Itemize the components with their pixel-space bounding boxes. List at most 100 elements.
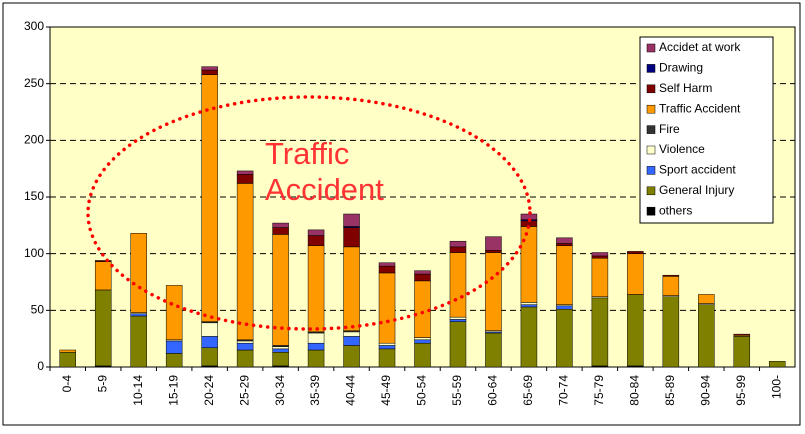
- bar-segment: [378, 345, 396, 350]
- legend-label: Traffic Accident: [659, 101, 741, 115]
- bar-segment: [272, 222, 289, 228]
- legend-label: Accidet at work: [659, 40, 741, 54]
- bar-segment: [520, 304, 538, 308]
- bar-segment: [662, 276, 680, 296]
- bar-segment: [343, 227, 360, 248]
- bar-segment: [165, 285, 183, 341]
- bar-segment: [59, 349, 76, 353]
- bar-segment: [201, 322, 218, 337]
- x-tick-label: 25-29: [237, 375, 251, 406]
- bar-segment: [485, 236, 502, 251]
- bar-segment: [236, 342, 254, 351]
- bar-segment: [236, 340, 254, 344]
- bar-segment: [94, 261, 112, 291]
- bar-segment: [201, 74, 218, 322]
- y-tick-label: 200: [24, 133, 44, 147]
- x-tick-label: 35-39: [308, 375, 322, 406]
- bar-segment: [378, 342, 396, 346]
- bar-segment: [520, 226, 538, 303]
- bar-segment: [130, 315, 147, 368]
- bar-segment: [130, 233, 147, 313]
- x-tick-label: 60-64: [486, 375, 500, 406]
- bar-segment: [591, 297, 609, 367]
- bar-segment: [449, 321, 467, 368]
- y-tick-label: 100: [24, 246, 44, 260]
- bar-segment: [201, 347, 218, 367]
- y-tick-label: 300: [24, 19, 44, 33]
- legend: [639, 36, 774, 224]
- bar-segment: [556, 237, 573, 244]
- x-tick-label: 30-34: [273, 375, 287, 406]
- bar-segment: [378, 348, 396, 368]
- bar-segment: [449, 252, 467, 318]
- bar-segment: [414, 342, 431, 368]
- bar-segment: [165, 340, 183, 354]
- x-tick-label: 55-59: [450, 375, 464, 406]
- bar-segment: [627, 253, 644, 295]
- bar-segment: [59, 352, 76, 368]
- bar-segment: [414, 270, 431, 275]
- legend-swatch: [646, 186, 656, 196]
- x-tick-label: 15-19: [166, 375, 180, 406]
- bar-segment: [130, 313, 147, 317]
- bar-segment: [307, 342, 325, 351]
- legend-swatch: [646, 43, 656, 53]
- bar-segment: [769, 361, 786, 368]
- bar-segment: [201, 69, 218, 75]
- bar-segment: [307, 245, 325, 333]
- bar-segment: [520, 302, 538, 305]
- bar-segment: [307, 332, 325, 344]
- bar-segment: [733, 333, 751, 336]
- y-tick-label: 150: [24, 189, 44, 203]
- bar-segment: [236, 349, 254, 368]
- bar-segment: [236, 183, 254, 341]
- bar-segment: [201, 66, 218, 71]
- bar-segment: [556, 243, 573, 246]
- legend-label: Drawing: [659, 61, 703, 75]
- bar-segment: [236, 170, 254, 175]
- x-tick-label: 70-74: [557, 375, 571, 406]
- bar-segment: [414, 337, 431, 341]
- bar-segment: [343, 213, 360, 227]
- bar-segment: [236, 174, 254, 184]
- bar-segment: [307, 349, 325, 368]
- bar-segment: [307, 235, 325, 246]
- bar-segment: [272, 348, 289, 353]
- bar-segment: [94, 260, 112, 262]
- bar-segment: [378, 262, 396, 267]
- bar-segment: [378, 265, 396, 274]
- bar-segment: [591, 255, 609, 259]
- bar-segment: [272, 346, 289, 350]
- bar-segment: [698, 294, 715, 304]
- legend-label: Self Harm: [659, 81, 712, 95]
- bar-segment: [272, 352, 289, 367]
- bar-segment: [307, 229, 325, 236]
- x-tick-label: 90-94: [698, 375, 712, 406]
- legend-swatch: [646, 125, 656, 134]
- bar-segment: [485, 332, 502, 368]
- bar-segment: [591, 252, 609, 257]
- y-tick-label: 250: [24, 76, 44, 90]
- bar-segment: [343, 336, 360, 346]
- x-tick-label: 85-89: [663, 375, 677, 406]
- legend-swatch: [646, 145, 656, 155]
- legend-swatch: [646, 206, 656, 216]
- bar-segment: [94, 289, 112, 367]
- legend-label: General Injury: [659, 183, 734, 197]
- bar-segment: [556, 308, 573, 368]
- y-tick-label: 50: [31, 303, 45, 317]
- annotation: Accident: [265, 172, 384, 207]
- bar-segment: [414, 273, 431, 282]
- highlight-ellipse: [86, 95, 532, 331]
- x-tick-label: 20-24: [202, 375, 216, 406]
- x-tick-label: 5-9: [95, 375, 109, 393]
- bar-segment: [449, 240, 467, 248]
- bar-segment: [449, 316, 467, 320]
- bar-segment: [662, 274, 680, 277]
- legend-swatch: [646, 64, 656, 73]
- bar-segment: [556, 245, 573, 305]
- legend-label: Sport accident: [659, 163, 736, 177]
- bar-segment: [272, 227, 289, 235]
- legend-label: Violence: [659, 142, 705, 156]
- bar-segment: [520, 306, 538, 368]
